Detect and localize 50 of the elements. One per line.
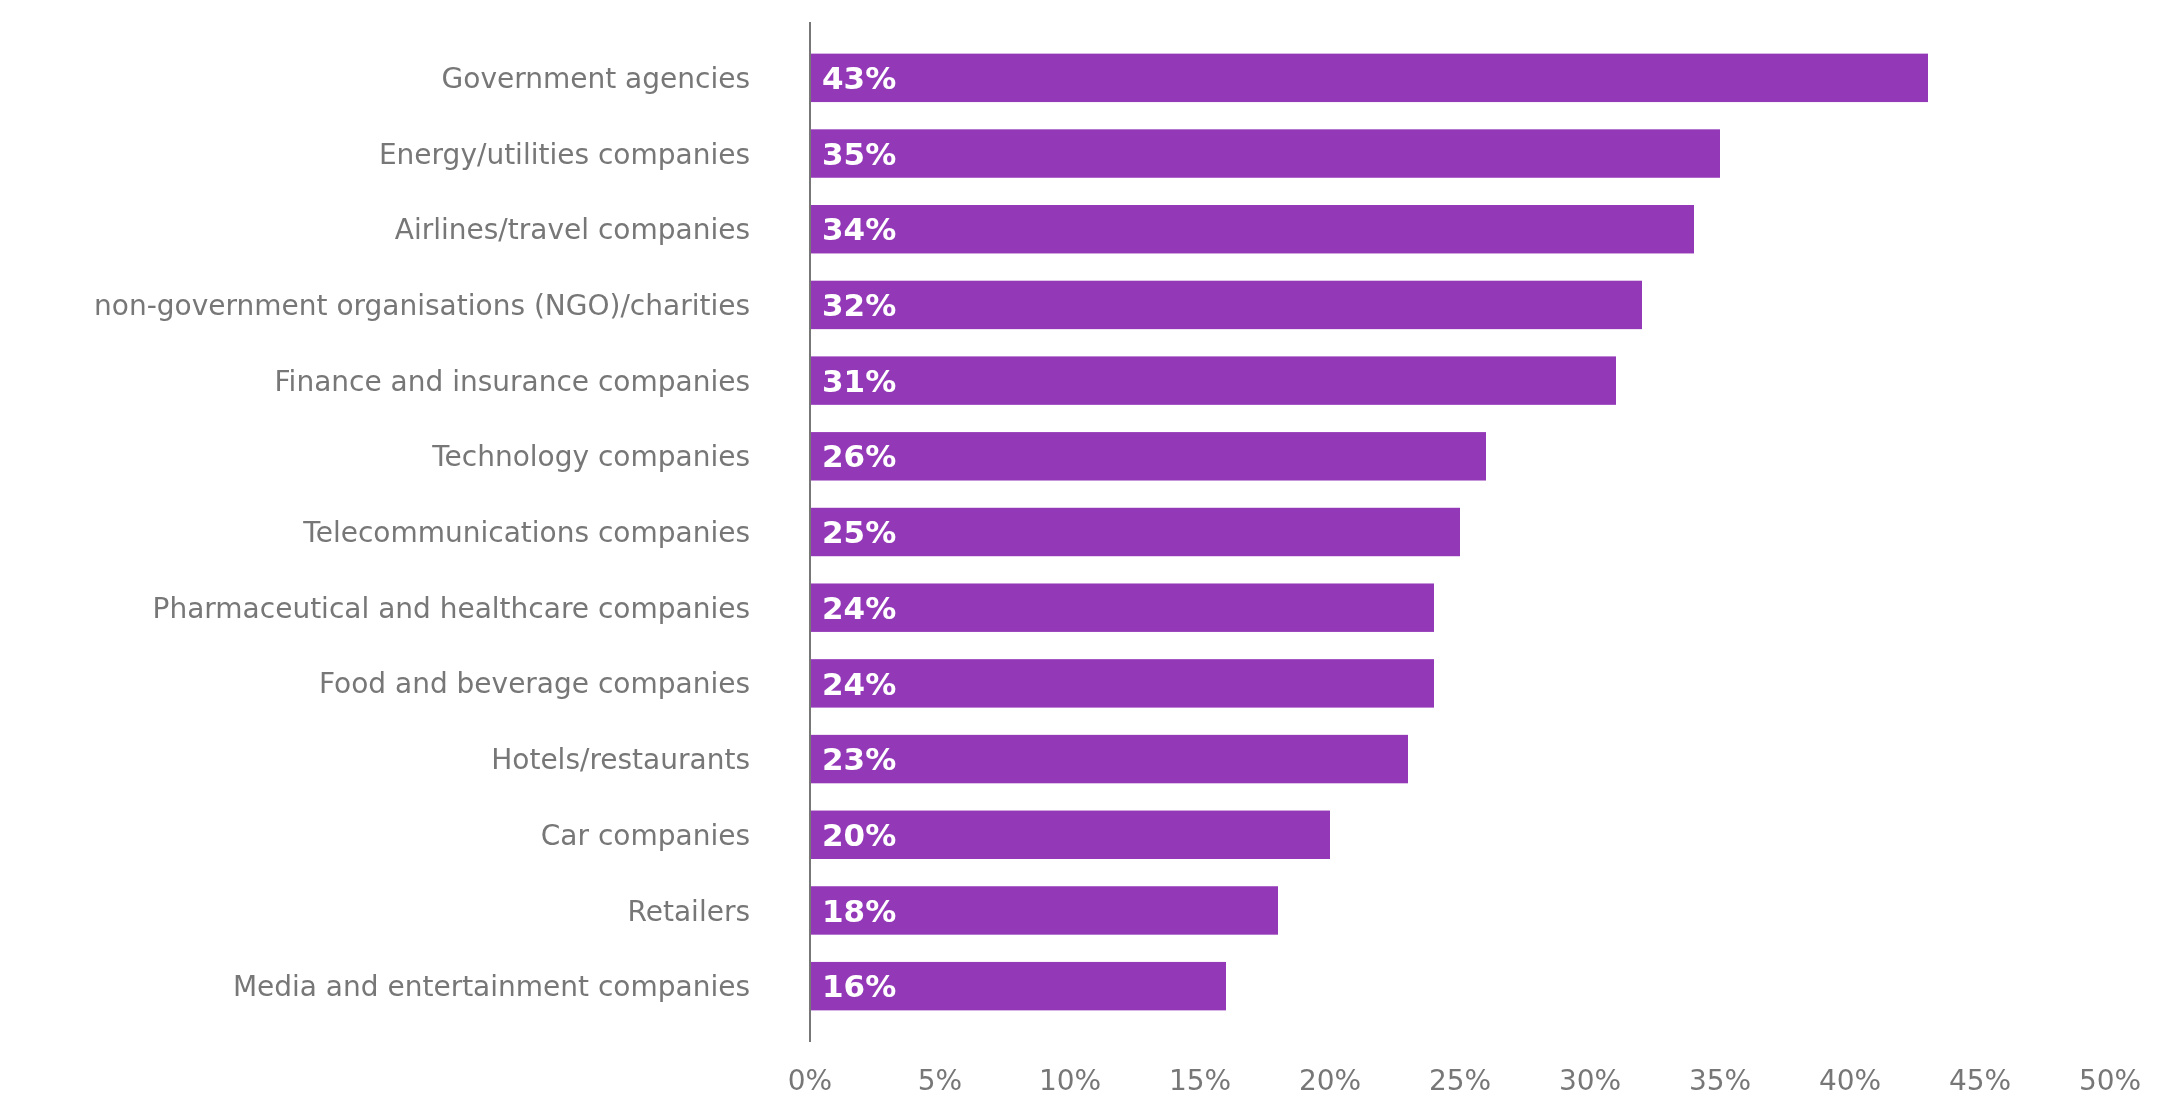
- data-label: 32%: [822, 287, 897, 324]
- data-label: 34%: [822, 211, 897, 248]
- x-tick-label: 5%: [917, 1064, 963, 1097]
- data-label: 31%: [822, 362, 897, 399]
- data-label: 20%: [822, 816, 897, 853]
- y-tick-label: Food and beverage companies: [318, 667, 750, 701]
- y-tick-label: Airlines/travel companies: [394, 213, 750, 247]
- data-label: 23%: [822, 741, 897, 778]
- x-tick-label: 50%: [2078, 1064, 2142, 1097]
- bar: [810, 280, 1642, 330]
- x-tick-label: 35%: [1688, 1064, 1752, 1097]
- data-label: 35%: [822, 135, 897, 172]
- y-tick-label: Technology companies: [431, 440, 750, 474]
- data-label: 26%: [822, 438, 897, 475]
- bar: [810, 53, 1928, 103]
- bar: [810, 205, 1694, 254]
- y-tick-label: Car companies: [540, 818, 750, 852]
- bar: [810, 961, 1226, 1011]
- bar: [810, 432, 1486, 481]
- x-tick-label: 40%: [1818, 1064, 1882, 1097]
- x-tick-label: 45%: [1948, 1064, 2012, 1097]
- data-label: 18%: [822, 892, 897, 929]
- y-tick-label: Energy/utilities companies: [378, 137, 750, 171]
- x-tick-label: 25%: [1428, 1064, 1492, 1097]
- bar: [810, 734, 1408, 784]
- x-tick-label: 15%: [1168, 1064, 1232, 1097]
- bar: [810, 356, 1616, 405]
- bar: [810, 583, 1434, 632]
- bar: [810, 129, 1720, 178]
- data-label: 25%: [822, 514, 897, 551]
- y-tick-label: Finance and insurance companies: [274, 364, 750, 398]
- y-tick-label: Telecommunications companies: [302, 516, 750, 550]
- x-tick-label: 0%: [787, 1064, 833, 1097]
- y-tick-label: Government agencies: [441, 61, 750, 95]
- bar: [810, 886, 1278, 935]
- x-tick-label: 20%: [1298, 1064, 1362, 1097]
- y-tick-label: Media and entertainment companies: [232, 970, 750, 1004]
- x-tick-label: 10%: [1038, 1064, 1102, 1097]
- data-label: 24%: [822, 665, 897, 702]
- x-tick-label: 30%: [1558, 1064, 1622, 1097]
- y-tick-label: Hotels/restaurants: [491, 743, 750, 777]
- data-label: 43%: [822, 60, 897, 97]
- data-label: 16%: [822, 968, 897, 1005]
- bar: [810, 659, 1434, 708]
- data-label: 24%: [822, 589, 897, 626]
- bar: [810, 507, 1460, 557]
- y-tick-label: non-government organisations (NGO)/charities: [94, 289, 750, 322]
- y-tick-label: Pharmaceutical and healthcare companies: [152, 591, 750, 625]
- bar: [810, 810, 1330, 859]
- y-tick-label: Retailers: [627, 894, 750, 928]
